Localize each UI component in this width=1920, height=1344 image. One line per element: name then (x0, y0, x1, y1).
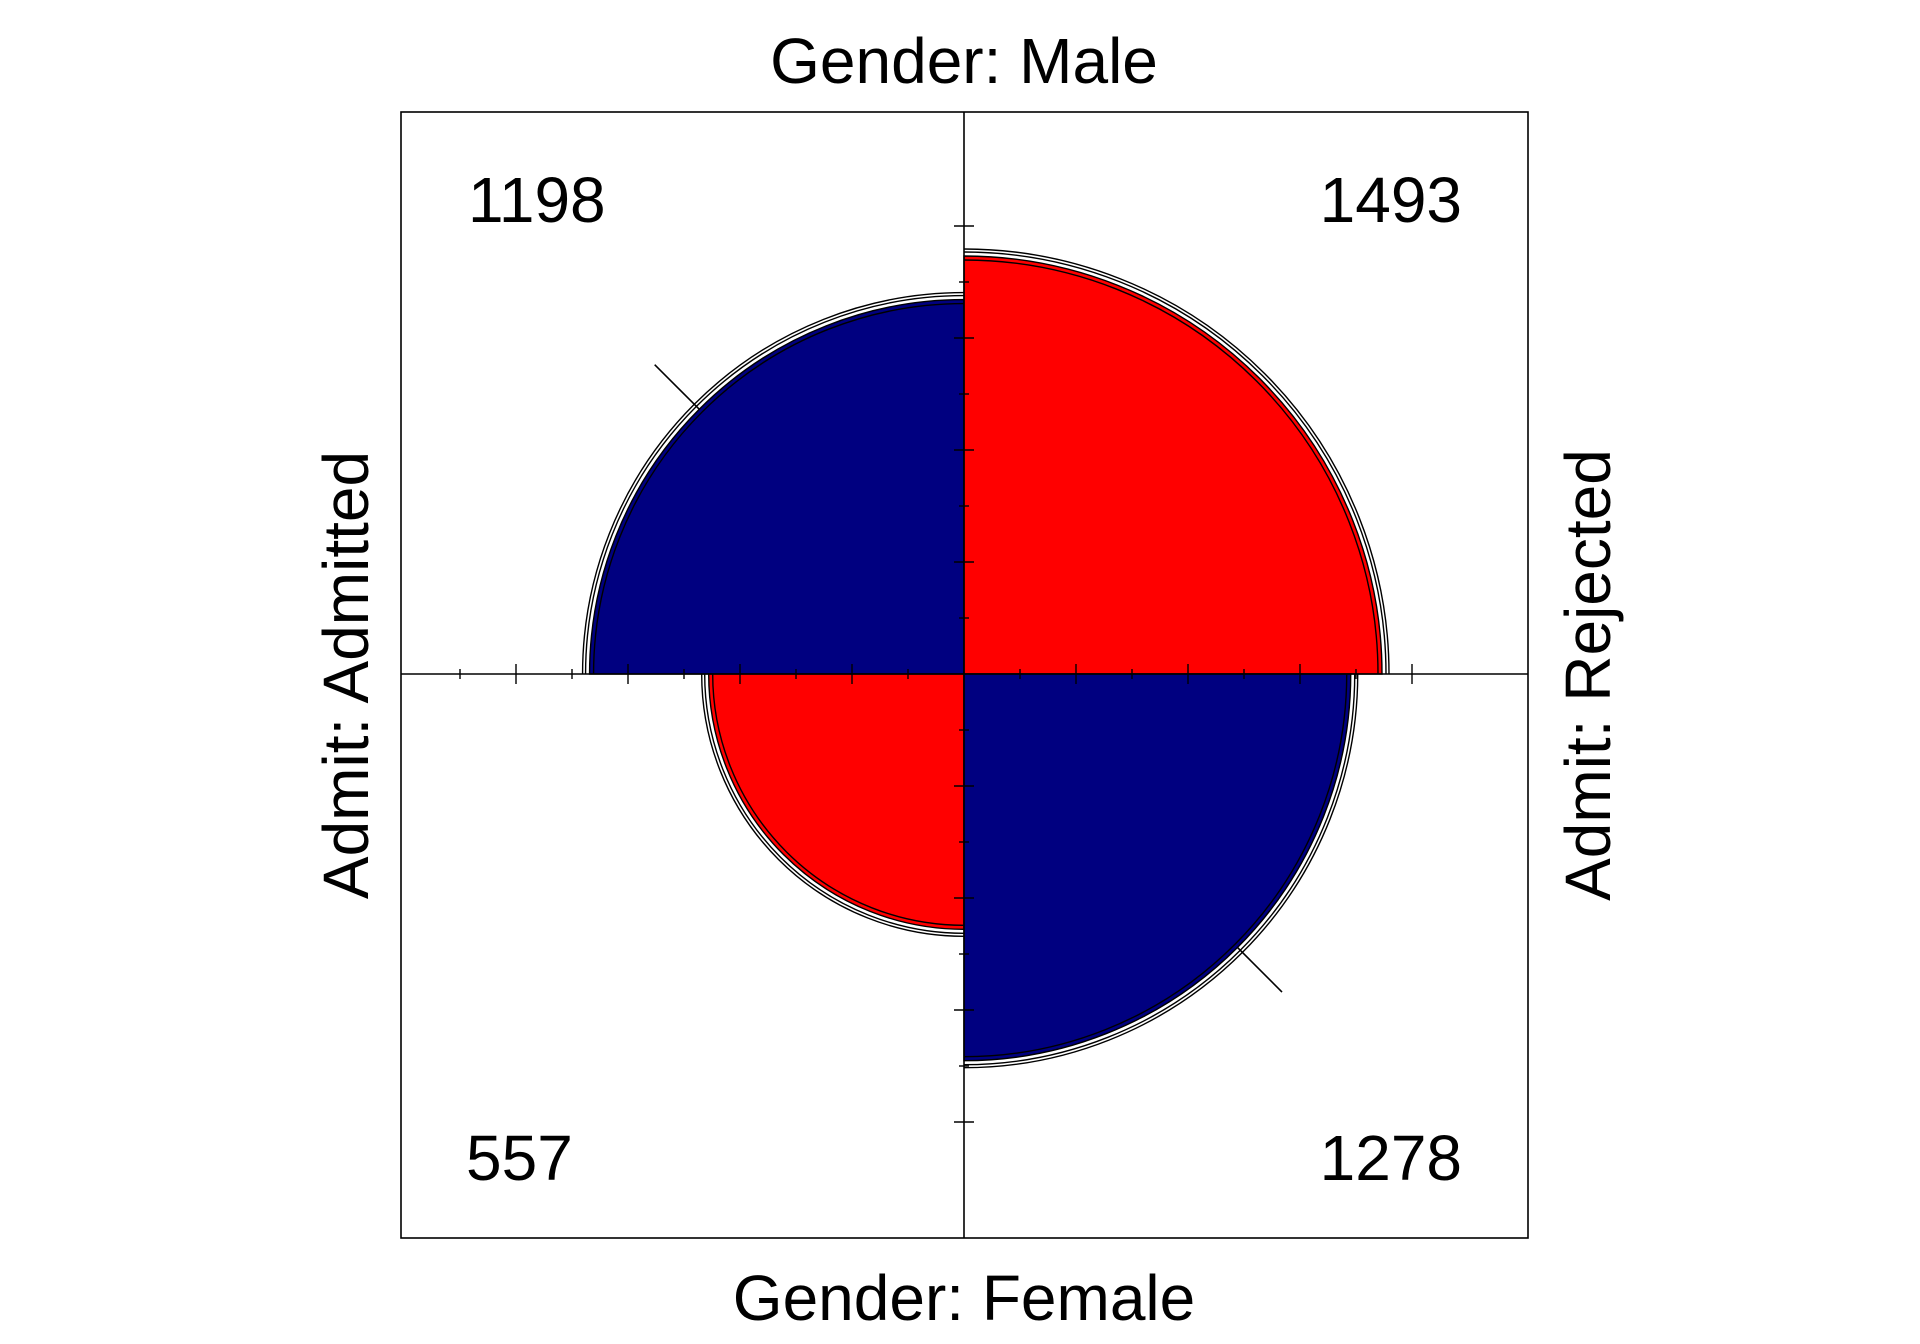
confidence-ring-layer (581, 248, 1390, 1069)
confidence-ring-bottom-left-2 (700, 673, 965, 938)
association-marker-layer (654, 364, 1283, 993)
confidence-ring-bottom-left-0 (711, 673, 965, 927)
sector-layer (588, 255, 1383, 1062)
confidence-ring-top-right-0 (963, 259, 1379, 675)
count-male-rejected: 1493 (1320, 164, 1462, 236)
label-bottom: Gender: Female (733, 1262, 1195, 1334)
count-female-rejected: 1278 (1320, 1122, 1462, 1194)
confidence-ring-bottom-right-0 (963, 673, 1348, 1058)
label-right: Admit: Rejected (1552, 449, 1624, 901)
count-male-admitted: 1198 (468, 164, 606, 236)
association-marker-top-left (654, 364, 700, 410)
label-left: Admit: Admitted (310, 451, 382, 899)
tick-layer (459, 225, 1413, 1123)
confidence-ring-top-right-2 (963, 248, 1390, 675)
confidence-ring-bottom-left-1 (703, 673, 965, 935)
confidence-ring-top-right-1 (963, 251, 1387, 675)
sector-bottom-left (707, 673, 965, 931)
sector-bottom-right (963, 673, 1352, 1062)
association-marker-bottom-right (1236, 946, 1283, 993)
axis-layer (400, 111, 1529, 1239)
count-female-admitted: 557 (466, 1122, 573, 1194)
confidence-ring-top-left-0 (592, 302, 965, 675)
sector-top-right (963, 255, 1383, 675)
label-top: Gender: Male (770, 25, 1158, 97)
sector-top-left (588, 298, 965, 675)
